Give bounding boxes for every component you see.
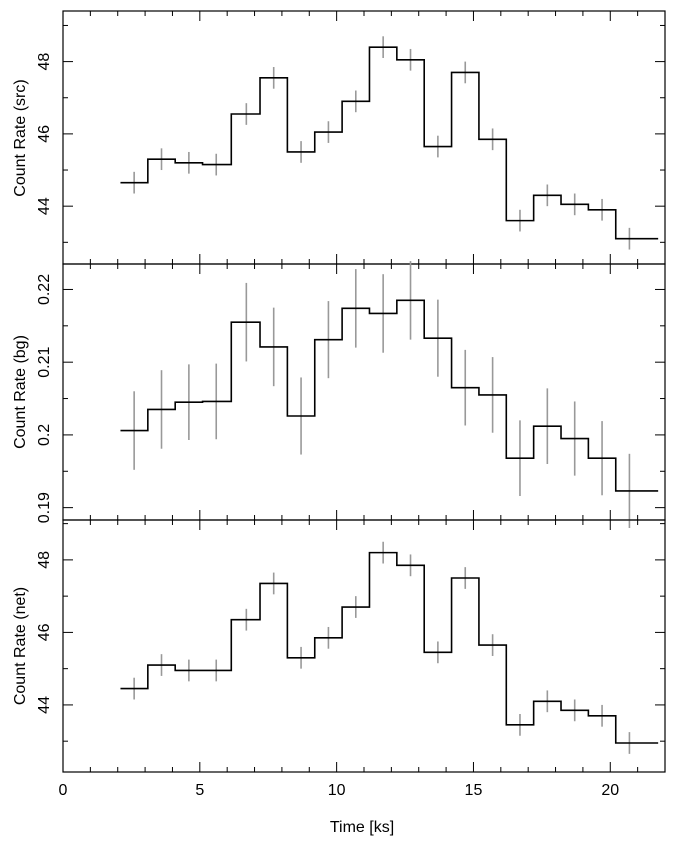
panel-src-ylabel: Count Rate (src): [12, 79, 29, 196]
panel-src-series-line: [120, 46, 659, 240]
x-tick-label: 10: [328, 782, 346, 799]
panel-bg: Count Rate (bg) 0.19 0.2 0.21 0.22: [12, 261, 666, 528]
panel-src-ytick-label: 46: [36, 125, 53, 143]
panel-net-series-line: [120, 551, 659, 744]
panel-bg-ylabel: Count Rate (bg): [12, 335, 29, 449]
panel-bg-ytick-label: 0.2: [36, 424, 53, 446]
panel-bg-ytick-label: 0.22: [36, 274, 53, 305]
panel-net: Count Rate (net) 44 46 48 0 5 10 15 20: [12, 519, 666, 799]
x-axis-label: Time [ks]: [330, 819, 394, 836]
panel-src-ytick-label: 44: [36, 197, 53, 215]
panel-net-ytick-label: 46: [36, 623, 53, 641]
x-tick-label: 15: [465, 782, 483, 799]
panel-bg-frame: [62, 263, 666, 521]
panel-net-ytick-label: 48: [36, 551, 53, 569]
panel-net-ylabel: Count Rate (net): [12, 587, 29, 705]
panel-bg-ytick-label: 0.21: [36, 347, 53, 378]
x-tick-label: 0: [59, 782, 68, 799]
panel-net-frame: [62, 519, 666, 773]
panel-bg-series-line: [120, 299, 659, 492]
panel-src-frame: [62, 10, 666, 265]
panel-net-ytick-label: 44: [36, 696, 53, 714]
x-tick-label: 5: [195, 782, 204, 799]
panel-bg-ytick-label: 0.19: [36, 492, 53, 523]
panel-src-ytick-label: 48: [36, 53, 53, 71]
panel-src: Count Rate (src) 44 46 48: [12, 10, 666, 265]
x-tick-label: 20: [601, 782, 619, 799]
